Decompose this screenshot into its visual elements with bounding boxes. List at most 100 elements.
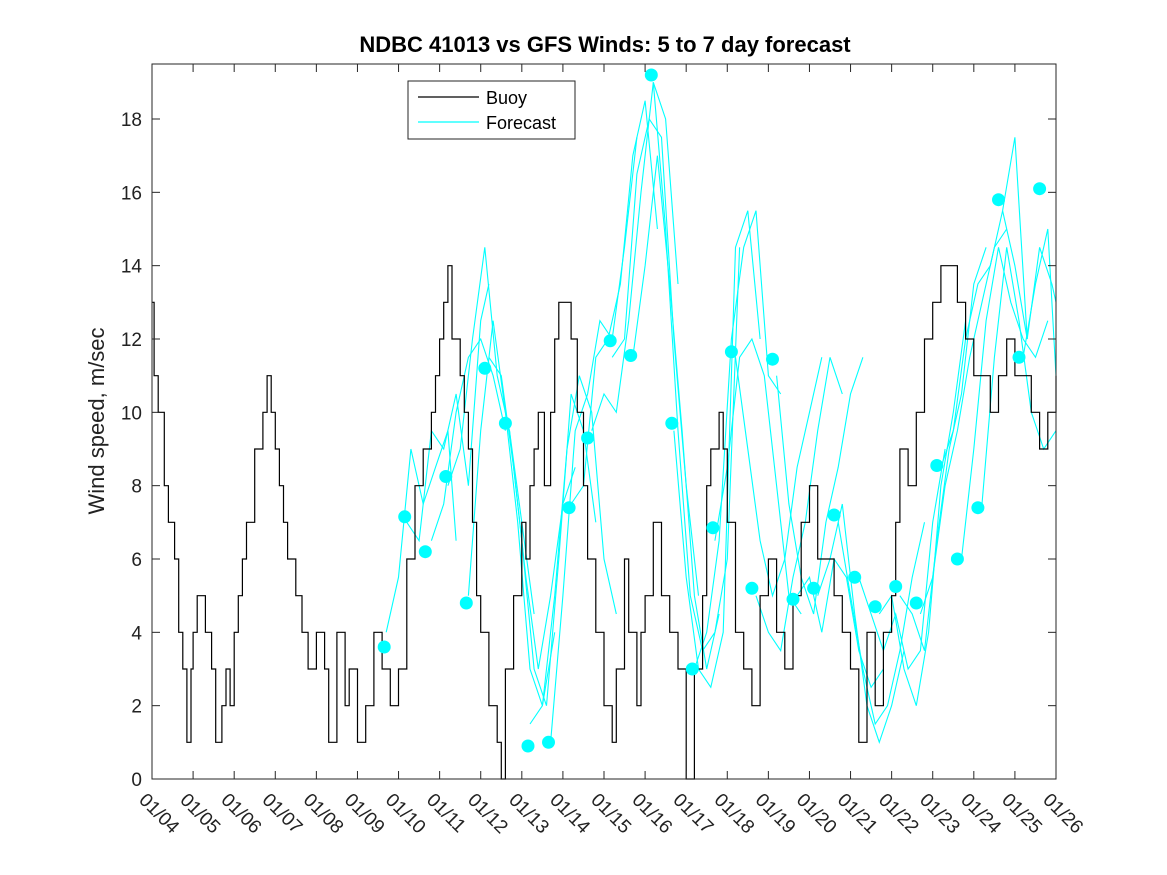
- forecast-series-line: [899, 247, 987, 651]
- x-tick-label: 01/12: [463, 790, 511, 838]
- forecast-marker: [706, 521, 720, 535]
- forecast-marker: [624, 349, 638, 362]
- x-tick-label: 01/24: [956, 790, 1005, 839]
- x-tick-label: 01/07: [258, 790, 306, 838]
- x-tick-label: 01/21: [833, 790, 881, 838]
- forecast-marker: [685, 662, 699, 676]
- forecast-series-line: [406, 283, 490, 543]
- forecast-marker: [418, 545, 432, 559]
- forecast-marker: [724, 345, 738, 359]
- forecast-marker: [581, 431, 595, 445]
- y-tick-label: 10: [121, 403, 142, 424]
- y-tick-label: 16: [121, 183, 142, 204]
- forecast-series-line: [632, 155, 720, 670]
- y-tick-label: 2: [131, 697, 142, 718]
- forecast-series-line: [734, 357, 823, 598]
- forecast-series-line: [591, 82, 679, 431]
- forecast-marker: [665, 416, 679, 430]
- forecast-marker: [786, 592, 800, 606]
- forecast-series-line: [776, 357, 864, 615]
- forecast-series-line: [878, 320, 967, 706]
- buoy-series-line: [152, 265, 1057, 780]
- y-axis-label: Wind speed, m/sec: [84, 327, 109, 514]
- forecast-marker: [766, 352, 779, 366]
- x-tick-label: 01/15: [586, 790, 634, 838]
- forecast-marker: [950, 552, 964, 566]
- forecast-marker: [807, 581, 821, 595]
- x-tick-label: 01/25: [997, 790, 1045, 838]
- x-tick-label: 01/26: [1038, 790, 1086, 838]
- forecast-marker: [889, 580, 903, 593]
- y-tick-label: 0: [131, 770, 142, 791]
- x-tick-label: 01/22: [874, 790, 922, 838]
- forecast-series-line: [940, 137, 1028, 468]
- chart-title: NDBC 41013 vs GFS Winds: 5 to 7 day fore…: [359, 32, 851, 57]
- forecast-series-line: [529, 375, 617, 725]
- y-tick-label: 4: [131, 623, 142, 644]
- forecast-series-line: [447, 247, 535, 615]
- legend-forecast-label: Forecast: [486, 113, 556, 133]
- forecast-marker: [848, 570, 862, 584]
- forecast-marker: [521, 739, 535, 753]
- x-tick-label: 01/18: [710, 790, 758, 838]
- forecast-series-line: [508, 393, 597, 706]
- x-tick-label: 01/16: [628, 790, 676, 838]
- forecast-marker: [644, 68, 658, 82]
- y-tick-label: 14: [121, 257, 143, 278]
- forecast-marker: [827, 508, 841, 522]
- x-tick-label: 01/08: [299, 790, 347, 838]
- legend-buoy-label: Buoy: [486, 88, 527, 108]
- forecast-marker: [478, 361, 492, 375]
- forecast-series-line: [570, 100, 658, 505]
- forecast-lines: [385, 82, 1057, 745]
- x-tick-label: 01/09: [340, 790, 388, 838]
- forecast-marker: [439, 470, 453, 483]
- forecast-series-line: [673, 210, 761, 689]
- forecast-marker: [398, 510, 412, 524]
- forecast-marker: [909, 596, 923, 610]
- forecast-series-line: [755, 357, 843, 653]
- forecast-marker: [868, 600, 882, 614]
- forecast-series-line: [960, 247, 1049, 560]
- forecast-marker: [971, 501, 985, 515]
- x-tick-label: 01/04: [134, 790, 183, 839]
- forecast-marker: [1012, 350, 1026, 364]
- forecast-marker: [603, 334, 617, 348]
- forecast-marker: [377, 640, 391, 654]
- x-tick-label: 01/23: [915, 790, 963, 838]
- forecast-marker: [459, 596, 473, 610]
- y-tick-label: 6: [131, 550, 142, 571]
- forecast-series-line: [430, 337, 506, 541]
- forecast-series-line: [467, 320, 556, 706]
- x-tick-label: 01/10: [381, 790, 429, 838]
- forecast-series-line: [858, 448, 946, 671]
- forecast-series-line: [693, 210, 782, 670]
- forecast-marker: [930, 459, 944, 472]
- forecast-marker: [745, 581, 759, 595]
- x-tick-label: 01/19: [751, 790, 799, 838]
- x-tick-label: 01/05: [176, 790, 224, 838]
- forecast-marker: [498, 416, 512, 430]
- y-tick-label: 8: [131, 477, 142, 498]
- forecast-markers: [377, 68, 1047, 753]
- y-tick-label: 18: [121, 110, 142, 131]
- forecast-series-line: [1022, 228, 1057, 376]
- forecast-marker: [992, 193, 1005, 207]
- y-tick-label: 12: [121, 330, 142, 351]
- x-tick-label: 01/14: [545, 790, 594, 839]
- x-tick-label: 01/13: [504, 790, 552, 838]
- y-ticks: 0 2 4 6 8 10 12 14 16 18: [121, 110, 1056, 791]
- forecast-marker: [542, 735, 555, 749]
- forecast-marker: [1033, 182, 1047, 196]
- x-tick-label: 01/17: [669, 790, 717, 838]
- x-tick-label: 01/20: [792, 790, 840, 838]
- forecast-marker: [562, 501, 576, 515]
- legend: Buoy Forecast: [407, 80, 576, 140]
- legend-box: [407, 80, 576, 140]
- x-tick-label: 01/11: [422, 790, 469, 837]
- forecast-series-line: [714, 337, 802, 615]
- x-tick-label: 01/06: [217, 790, 265, 838]
- forecast-series-line: [837, 522, 926, 726]
